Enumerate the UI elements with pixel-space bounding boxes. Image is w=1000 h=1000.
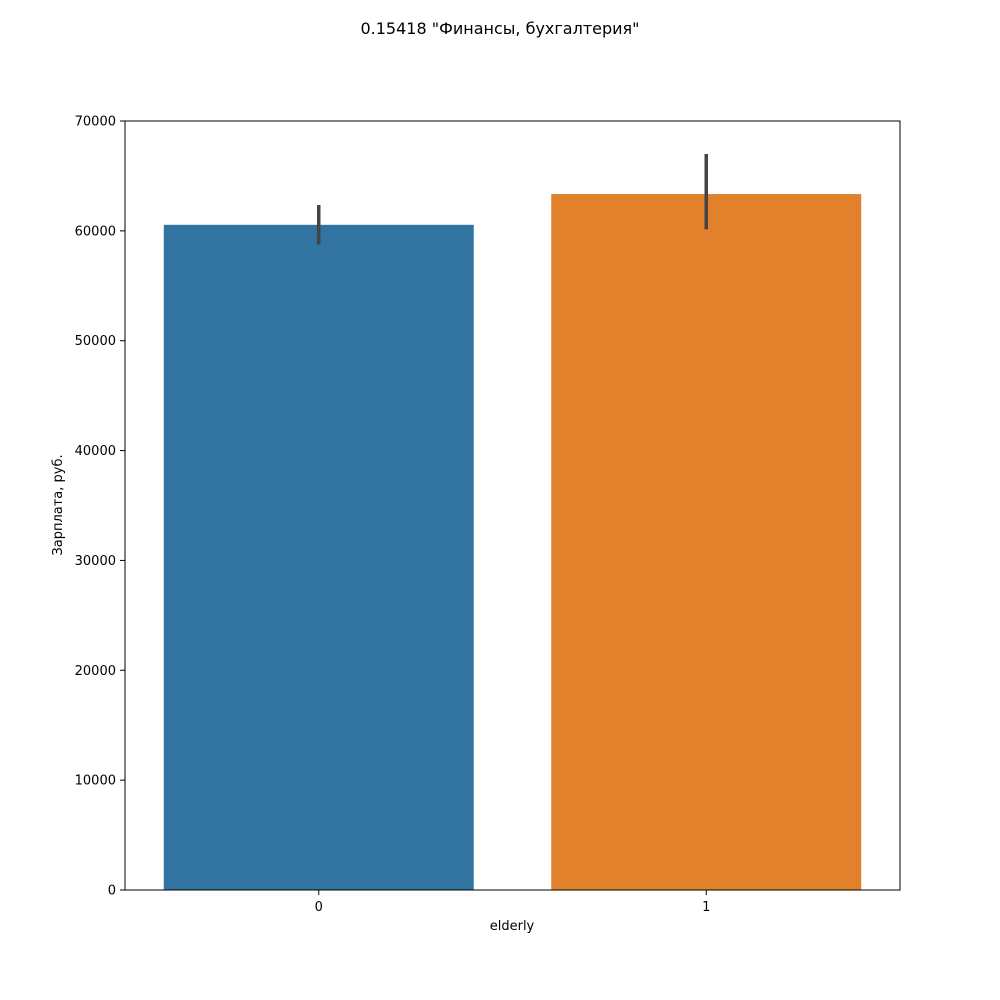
y-tick-label: 0 xyxy=(108,884,116,899)
x-tick-label-0: 0 xyxy=(315,900,323,915)
y-tick-label: 60000 xyxy=(75,224,116,239)
y-tick-label: 20000 xyxy=(75,664,116,679)
x-axis-label: elderly xyxy=(490,919,535,934)
y-axis: 0 10000 20000 30000 40000 50000 60000 70000 xyxy=(75,115,125,899)
y-tick-label: 10000 xyxy=(75,774,116,789)
plot-frame xyxy=(124,120,901,891)
y-tick-label: 40000 xyxy=(75,444,116,459)
error-bars-group xyxy=(317,153,708,245)
x-tick-label-1: 1 xyxy=(702,900,710,915)
y-axis-label: Зарплата, руб. xyxy=(51,454,66,555)
bar-0 xyxy=(163,224,474,890)
y-tick-label: 50000 xyxy=(75,334,116,349)
y-tick-label: 30000 xyxy=(75,554,116,569)
bars-group xyxy=(163,194,862,890)
bar-1 xyxy=(551,194,862,890)
chart-title: 0.15418 "Финансы, бухгалтерия" xyxy=(360,19,639,38)
y-tick-label: 70000 xyxy=(75,115,116,130)
